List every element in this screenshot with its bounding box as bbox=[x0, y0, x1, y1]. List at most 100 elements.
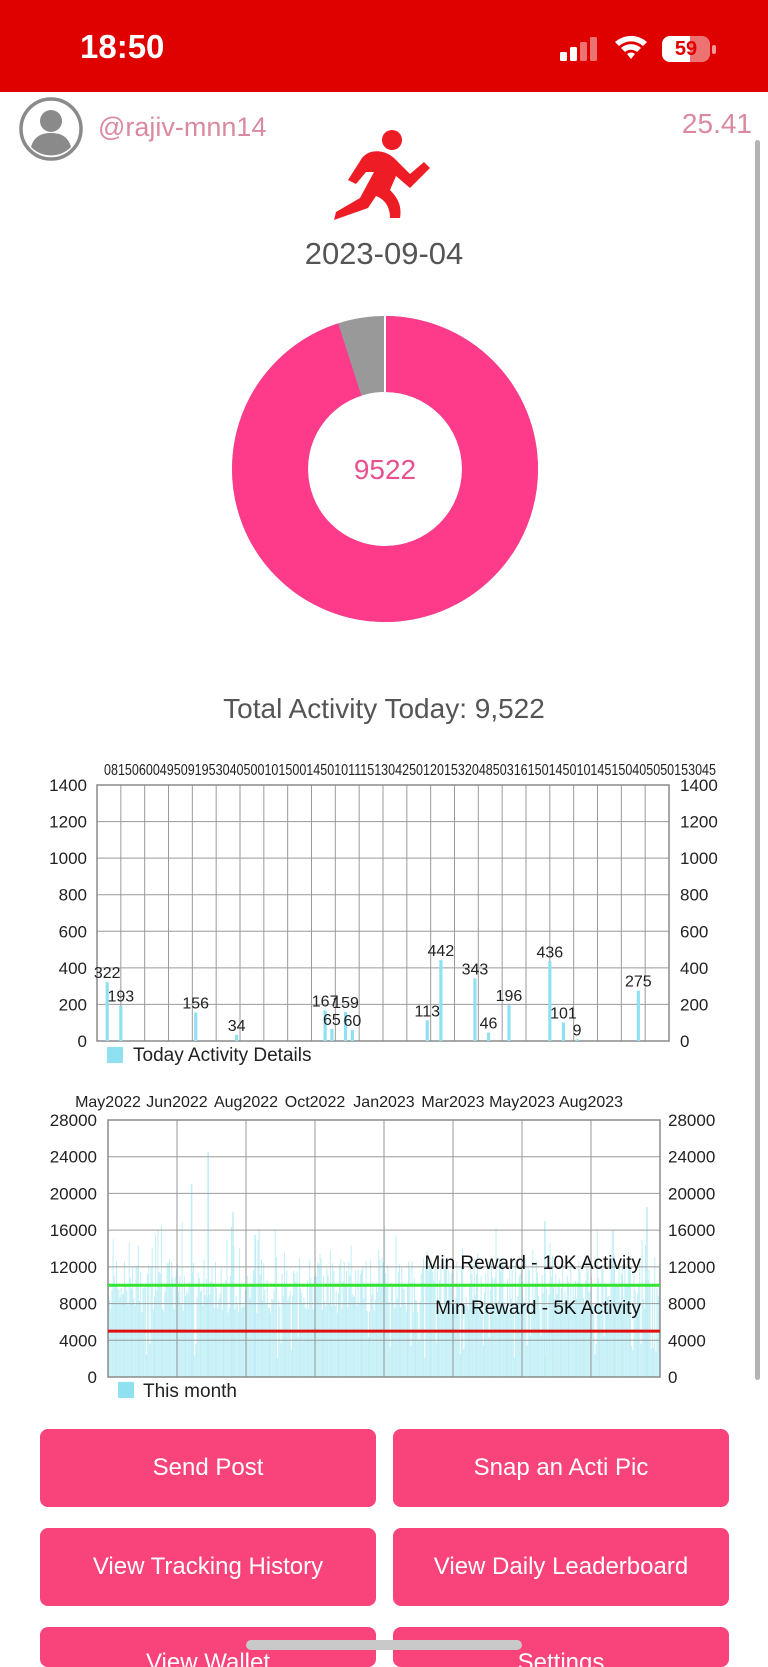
chart2-bar bbox=[540, 1335, 542, 1377]
chart2-bar bbox=[221, 1309, 223, 1377]
chart2-y-tick-left: 16000 bbox=[50, 1221, 97, 1240]
chart2-bar bbox=[183, 1276, 185, 1377]
chart2-bar bbox=[565, 1308, 567, 1377]
chart2-bar bbox=[494, 1277, 496, 1377]
chart2-bar bbox=[525, 1260, 527, 1377]
chart2-bar bbox=[556, 1294, 558, 1377]
chart1-bar bbox=[194, 1012, 198, 1041]
chart2-bar bbox=[607, 1297, 609, 1377]
chart2-peak-bar bbox=[646, 1207, 648, 1377]
chart2-bar bbox=[618, 1261, 620, 1377]
chart2-bar bbox=[156, 1290, 158, 1377]
chart1-data-label: 159 bbox=[332, 995, 359, 1012]
chart2-bar bbox=[332, 1263, 334, 1377]
balance-value: 25.41 bbox=[681, 108, 752, 139]
chart2-peak-bar bbox=[207, 1152, 209, 1377]
chart2-bar bbox=[467, 1309, 469, 1377]
chart2-bar bbox=[530, 1335, 532, 1377]
chart2-bar bbox=[438, 1308, 440, 1377]
chart1-y-tick-left: 200 bbox=[59, 995, 87, 1014]
home-indicator[interactable] bbox=[246, 1640, 522, 1650]
chart2-x-tick: Aug2023 bbox=[559, 1094, 623, 1111]
chart2-bar bbox=[124, 1261, 126, 1377]
chart2-bar bbox=[411, 1261, 413, 1377]
chart2-bar bbox=[264, 1289, 266, 1377]
chart2-bar bbox=[385, 1272, 387, 1377]
avatar-icon[interactable] bbox=[18, 96, 84, 162]
chart2-bar bbox=[523, 1301, 525, 1377]
chart1-data-label: 9 bbox=[573, 1022, 582, 1039]
chart2-bar bbox=[623, 1306, 625, 1377]
chart2-bar bbox=[220, 1267, 222, 1377]
chart2-bar bbox=[478, 1309, 480, 1377]
chart2-bar bbox=[515, 1258, 517, 1377]
chart2-bar bbox=[310, 1277, 312, 1377]
view-daily-leaderboard-button[interactable]: View Daily Leaderboard bbox=[393, 1528, 729, 1606]
status-time: 18:50 bbox=[80, 28, 165, 65]
chart2-bar bbox=[562, 1258, 564, 1377]
wifi-icon bbox=[615, 35, 647, 59]
chart1-bar bbox=[561, 1022, 566, 1041]
chart2-bar bbox=[579, 1270, 581, 1377]
chart1-data-label: 113 bbox=[415, 1003, 441, 1020]
chart2-bar bbox=[462, 1247, 464, 1377]
chart1-bar bbox=[548, 961, 552, 1041]
chart2-peak-bar bbox=[254, 1234, 256, 1377]
chart2-bar bbox=[290, 1349, 292, 1377]
chart2-bar bbox=[320, 1258, 322, 1377]
chart2-bar bbox=[465, 1297, 467, 1377]
view-tracking-history-button[interactable]: View Tracking History bbox=[40, 1528, 376, 1606]
chart1-data-label: 60 bbox=[343, 1013, 361, 1030]
chart2-bar bbox=[242, 1304, 244, 1377]
chart2-bar bbox=[533, 1312, 535, 1377]
chart2-bar bbox=[160, 1225, 162, 1377]
chart2-peak-bar bbox=[544, 1220, 546, 1377]
chart2-bar bbox=[620, 1274, 622, 1377]
chart2-bar bbox=[455, 1297, 457, 1377]
chart2-x-tick: Jan2023 bbox=[353, 1094, 414, 1111]
chart2-bar bbox=[382, 1262, 384, 1377]
chart2-bar bbox=[203, 1259, 205, 1377]
chart2-bar bbox=[263, 1262, 265, 1377]
scrollbar[interactable] bbox=[755, 140, 760, 1380]
chart2-bar bbox=[359, 1273, 361, 1377]
chart2-bar bbox=[159, 1273, 161, 1377]
chart2-bar bbox=[154, 1296, 155, 1377]
chart1-y-tick-right: 600 bbox=[680, 922, 708, 941]
chart2-bar bbox=[201, 1290, 203, 1377]
chart2-peak-bar bbox=[232, 1211, 234, 1377]
chart2-bar bbox=[348, 1261, 350, 1377]
chart2-y-tick-left: 8000 bbox=[59, 1295, 97, 1314]
username[interactable]: @rajiv-mnn14 bbox=[98, 112, 267, 142]
chart2-bar bbox=[194, 1355, 196, 1377]
chart2-bar bbox=[504, 1306, 506, 1377]
chart2-bar bbox=[214, 1261, 216, 1377]
chart2-bar bbox=[547, 1331, 549, 1377]
chart2-bar bbox=[168, 1259, 170, 1377]
chart2-bar bbox=[420, 1273, 422, 1377]
chart1-data-label: 322 bbox=[94, 965, 121, 982]
chart2-bar bbox=[210, 1281, 212, 1377]
chart2-bar bbox=[639, 1260, 641, 1377]
chart2-bar bbox=[213, 1307, 215, 1377]
chart2-bar bbox=[270, 1312, 272, 1377]
chart2-bar bbox=[593, 1305, 595, 1377]
send-post-button[interactable]: Send Post bbox=[40, 1429, 376, 1507]
chart2-bar bbox=[266, 1280, 268, 1377]
chart2-bar bbox=[486, 1307, 488, 1377]
chart2-bar bbox=[341, 1308, 343, 1377]
chart2-bar bbox=[229, 1275, 231, 1377]
chart2-bar bbox=[352, 1296, 354, 1377]
chart2-bar bbox=[471, 1273, 473, 1377]
chart2-bar bbox=[342, 1280, 344, 1377]
chart2-bar bbox=[461, 1267, 463, 1377]
chart2-bar bbox=[313, 1276, 315, 1377]
chart2-bar bbox=[347, 1307, 349, 1377]
snap-acti-pic-button[interactable]: Snap an Acti Pic bbox=[393, 1429, 729, 1507]
chart2-bar bbox=[546, 1289, 548, 1377]
chart2-bar bbox=[116, 1261, 118, 1377]
chart2-bar bbox=[594, 1354, 596, 1377]
chart2-bar bbox=[111, 1290, 113, 1377]
chart2-bar bbox=[361, 1269, 362, 1377]
chart2-y-tick-left: 12000 bbox=[50, 1258, 97, 1277]
